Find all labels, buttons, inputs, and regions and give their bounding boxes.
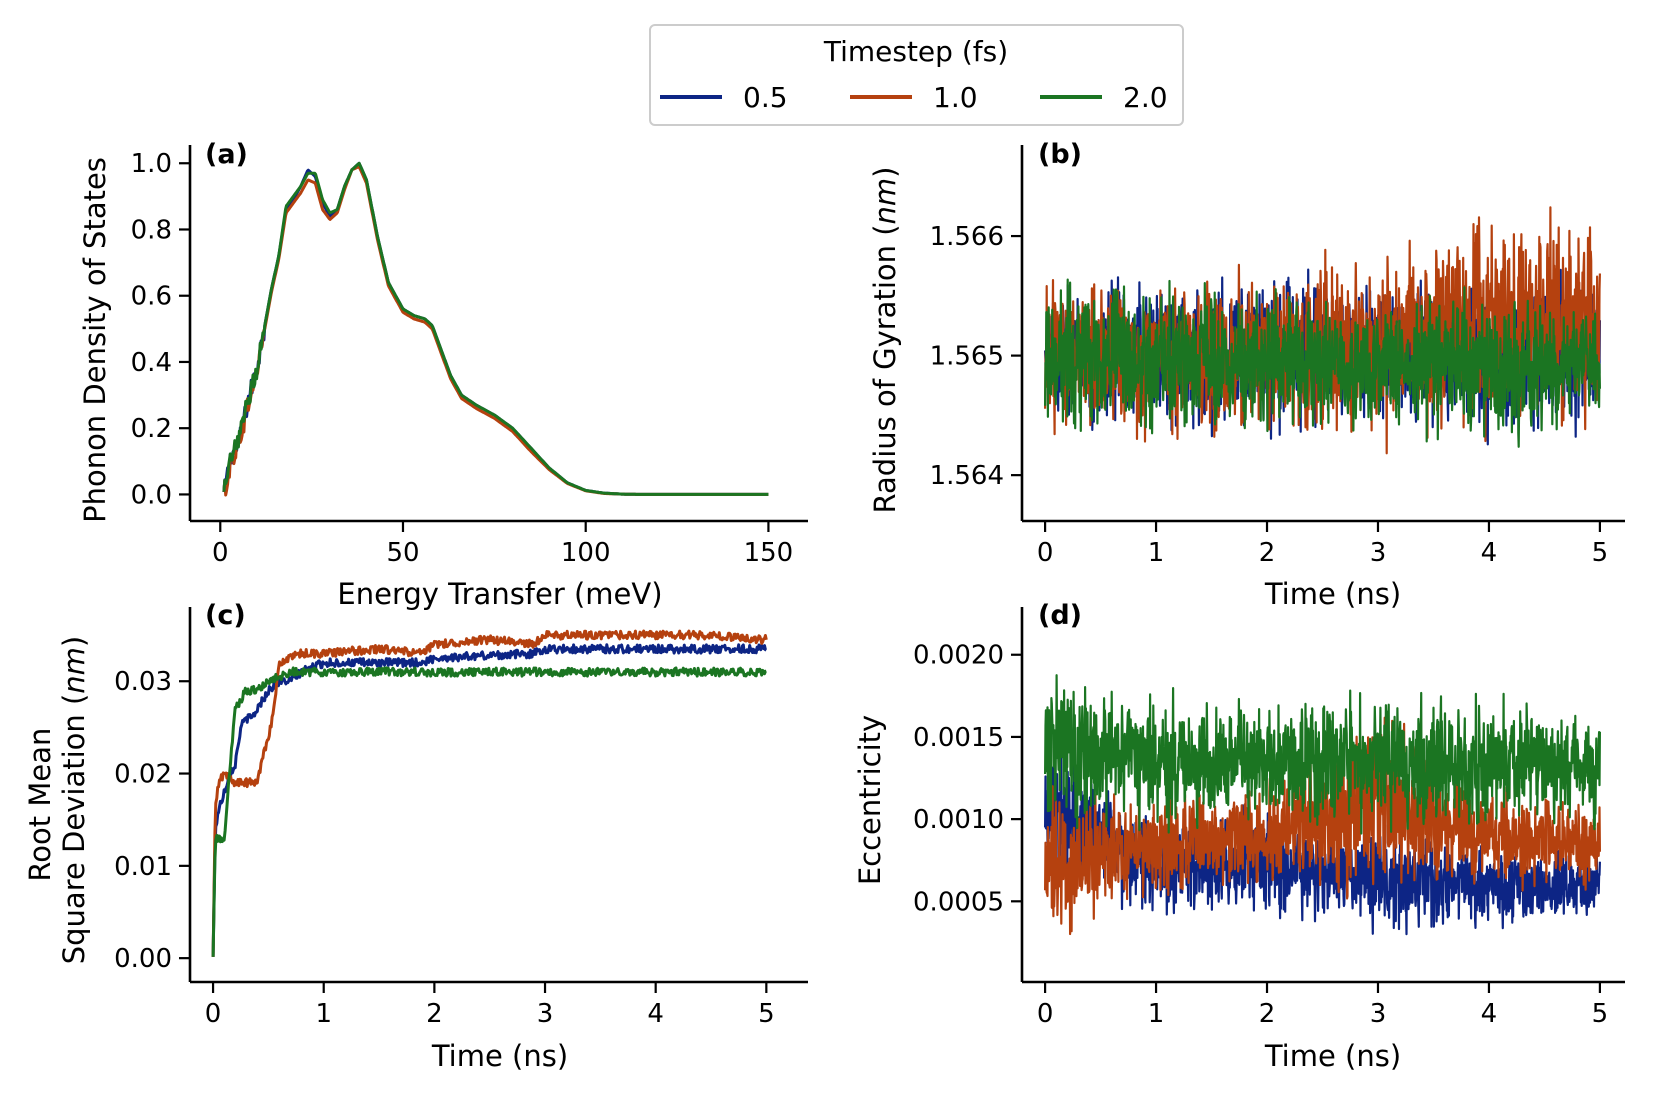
panel-c-series-0.5 <box>211 643 768 957</box>
panel-b-ylabel-text: Radius of Gyration ( <box>868 224 902 513</box>
panel-b-xtick-label-4: 4 <box>1481 538 1498 568</box>
panel-a-ytick-label-0: 0.0 <box>131 480 172 510</box>
panel-c-xtick-label-2: 2 <box>426 999 443 1029</box>
panel-d-xtick-label-3: 3 <box>1370 999 1387 1029</box>
panel-a-xtick-label-2: 100 <box>561 538 611 568</box>
panel-a-series-1.0 <box>222 165 769 497</box>
panel-d-series-2.0 <box>1044 674 1601 835</box>
panel-a-ytick-label-2: 0.4 <box>131 348 172 378</box>
legend-label-1: 1.0 <box>933 81 978 114</box>
panel-a-xtick-label-3: 150 <box>744 538 794 568</box>
legend-label-2: 2.0 <box>1123 81 1168 114</box>
panel-d-ytick-label-0: 0.0005 <box>913 887 1004 917</box>
panel-c-ylabel-line1: Root Mean <box>23 728 57 882</box>
panel-c-ytick-label-3: 0.03 <box>114 667 172 697</box>
panel-b-ylabel-close: ) <box>868 166 902 177</box>
panel-c-xlabel: Time (ns) <box>431 1039 568 1073</box>
panel-b-ylabel-unit: nm <box>868 178 902 225</box>
panel-b-xtick-label-0: 0 <box>1037 538 1054 568</box>
panel-a-ytick-label-1: 0.2 <box>131 414 172 444</box>
panel-b: (b) Time (ns) Radius of Gyration (nm) 0 1… <box>868 139 1625 611</box>
panel-b-xtick-label-5: 5 <box>1592 538 1609 568</box>
panel-c-ytick-label-0: 0.00 <box>114 944 172 974</box>
panel-a-series-0.5 <box>222 161 769 496</box>
panel-b-ylabel: Radius of Gyration (nm) <box>868 166 902 513</box>
panel-d-xtick-label-1: 1 <box>1148 999 1165 1029</box>
panel-a-label: (a) <box>205 139 248 170</box>
panel-d-xtick-label-5: 5 <box>1592 999 1609 1029</box>
panel-c-ylabel-line2: Square Deviation (nm) <box>57 636 91 965</box>
panel-c-label: (c) <box>205 600 246 631</box>
panel-a-ytick-label-3: 0.6 <box>131 282 172 312</box>
panel-c-xtick-label-4: 4 <box>647 999 664 1029</box>
panel-b-label: (b) <box>1038 139 1082 170</box>
legend-entry-2: 2.0 <box>1040 81 1168 114</box>
panel-c-ylabel-unit: nm <box>57 647 91 694</box>
panel-b-ytick-label-2: 1.566 <box>930 222 1004 252</box>
panel-a-ytick-label-5: 1.0 <box>131 149 172 179</box>
legend-frame <box>649 24 1184 126</box>
panel-d-ylabel: Eccentricity <box>853 715 887 885</box>
panel-c-ytick-label-1: 0.01 <box>114 852 172 882</box>
panel-c-ylabel: Root Mean Square Deviation (nm) <box>23 636 91 965</box>
panel-d-label: (d) <box>1038 600 1082 631</box>
panel-d-xtick-label-0: 0 <box>1037 999 1054 1029</box>
panel-d-ytick-label-3: 0.0020 <box>913 641 1004 671</box>
panel-b-xlabel: Time (ns) <box>1264 577 1401 611</box>
panel-c-series <box>211 629 768 957</box>
panel-d: (d) Time (ns) Eccentricity 0 1 2 3 4 5 0.0005 0… <box>853 600 1625 1073</box>
panel-a-xlabel: Energy Transfer (meV) <box>337 577 662 611</box>
panel-a: (a) Energy Transfer (meV) Phonon Density… <box>78 139 808 611</box>
panel-a-xtick-label-0: 0 <box>212 538 229 568</box>
panel-c-xtick-label-5: 5 <box>758 999 775 1029</box>
panel-d-series-1.0 <box>1044 716 1601 936</box>
panel-b-series-2.0 <box>1044 278 1601 448</box>
panel-b-series <box>1044 206 1601 455</box>
panel-d-xtick-label-2: 2 <box>1259 999 1276 1029</box>
panel-c: (c) Time (ns) Root Mean Square Deviation… <box>23 600 808 1073</box>
legend: Timestep (fs) 0.5 1.0 2.0 <box>649 24 1184 126</box>
panel-d-xlabel: Time (ns) <box>1264 1039 1401 1073</box>
panel-a-ytick-label-4: 0.8 <box>131 215 172 245</box>
legend-title: Timestep (fs) <box>823 35 1008 68</box>
panel-a-xtick-label-1: 50 <box>386 538 419 568</box>
panel-d-xtick-label-4: 4 <box>1481 999 1498 1029</box>
panel-c-xtick-label-1: 1 <box>315 999 332 1029</box>
panel-a-series-2.0 <box>222 161 769 496</box>
panel-b-ytick-label-0: 1.564 <box>930 461 1004 491</box>
panel-c-series-2.0 <box>211 666 767 957</box>
panel-c-ytick-label-2: 0.02 <box>114 760 172 790</box>
panel-d-ytick-label-2: 0.0015 <box>913 723 1004 753</box>
panel-c-xtick-label-3: 3 <box>537 999 554 1029</box>
panel-d-ytick-label-1: 0.0010 <box>913 805 1004 835</box>
panel-a-ylabel: Phonon Density of States <box>78 157 112 523</box>
legend-entry-0: 0.5 <box>660 81 788 114</box>
legend-label-0: 0.5 <box>743 81 788 114</box>
panel-d-series <box>1044 674 1601 936</box>
legend-entry-1: 1.0 <box>850 81 978 114</box>
panel-b-ytick-label-1: 1.565 <box>930 342 1004 372</box>
panel-b-xtick-label-1: 1 <box>1148 538 1165 568</box>
panel-a-series <box>222 161 769 497</box>
panel-c-series-1.0 <box>211 629 768 957</box>
panel-b-xtick-label-2: 2 <box>1259 538 1276 568</box>
panel-b-xtick-label-3: 3 <box>1370 538 1387 568</box>
panel-c-xtick-label-0: 0 <box>205 999 222 1029</box>
